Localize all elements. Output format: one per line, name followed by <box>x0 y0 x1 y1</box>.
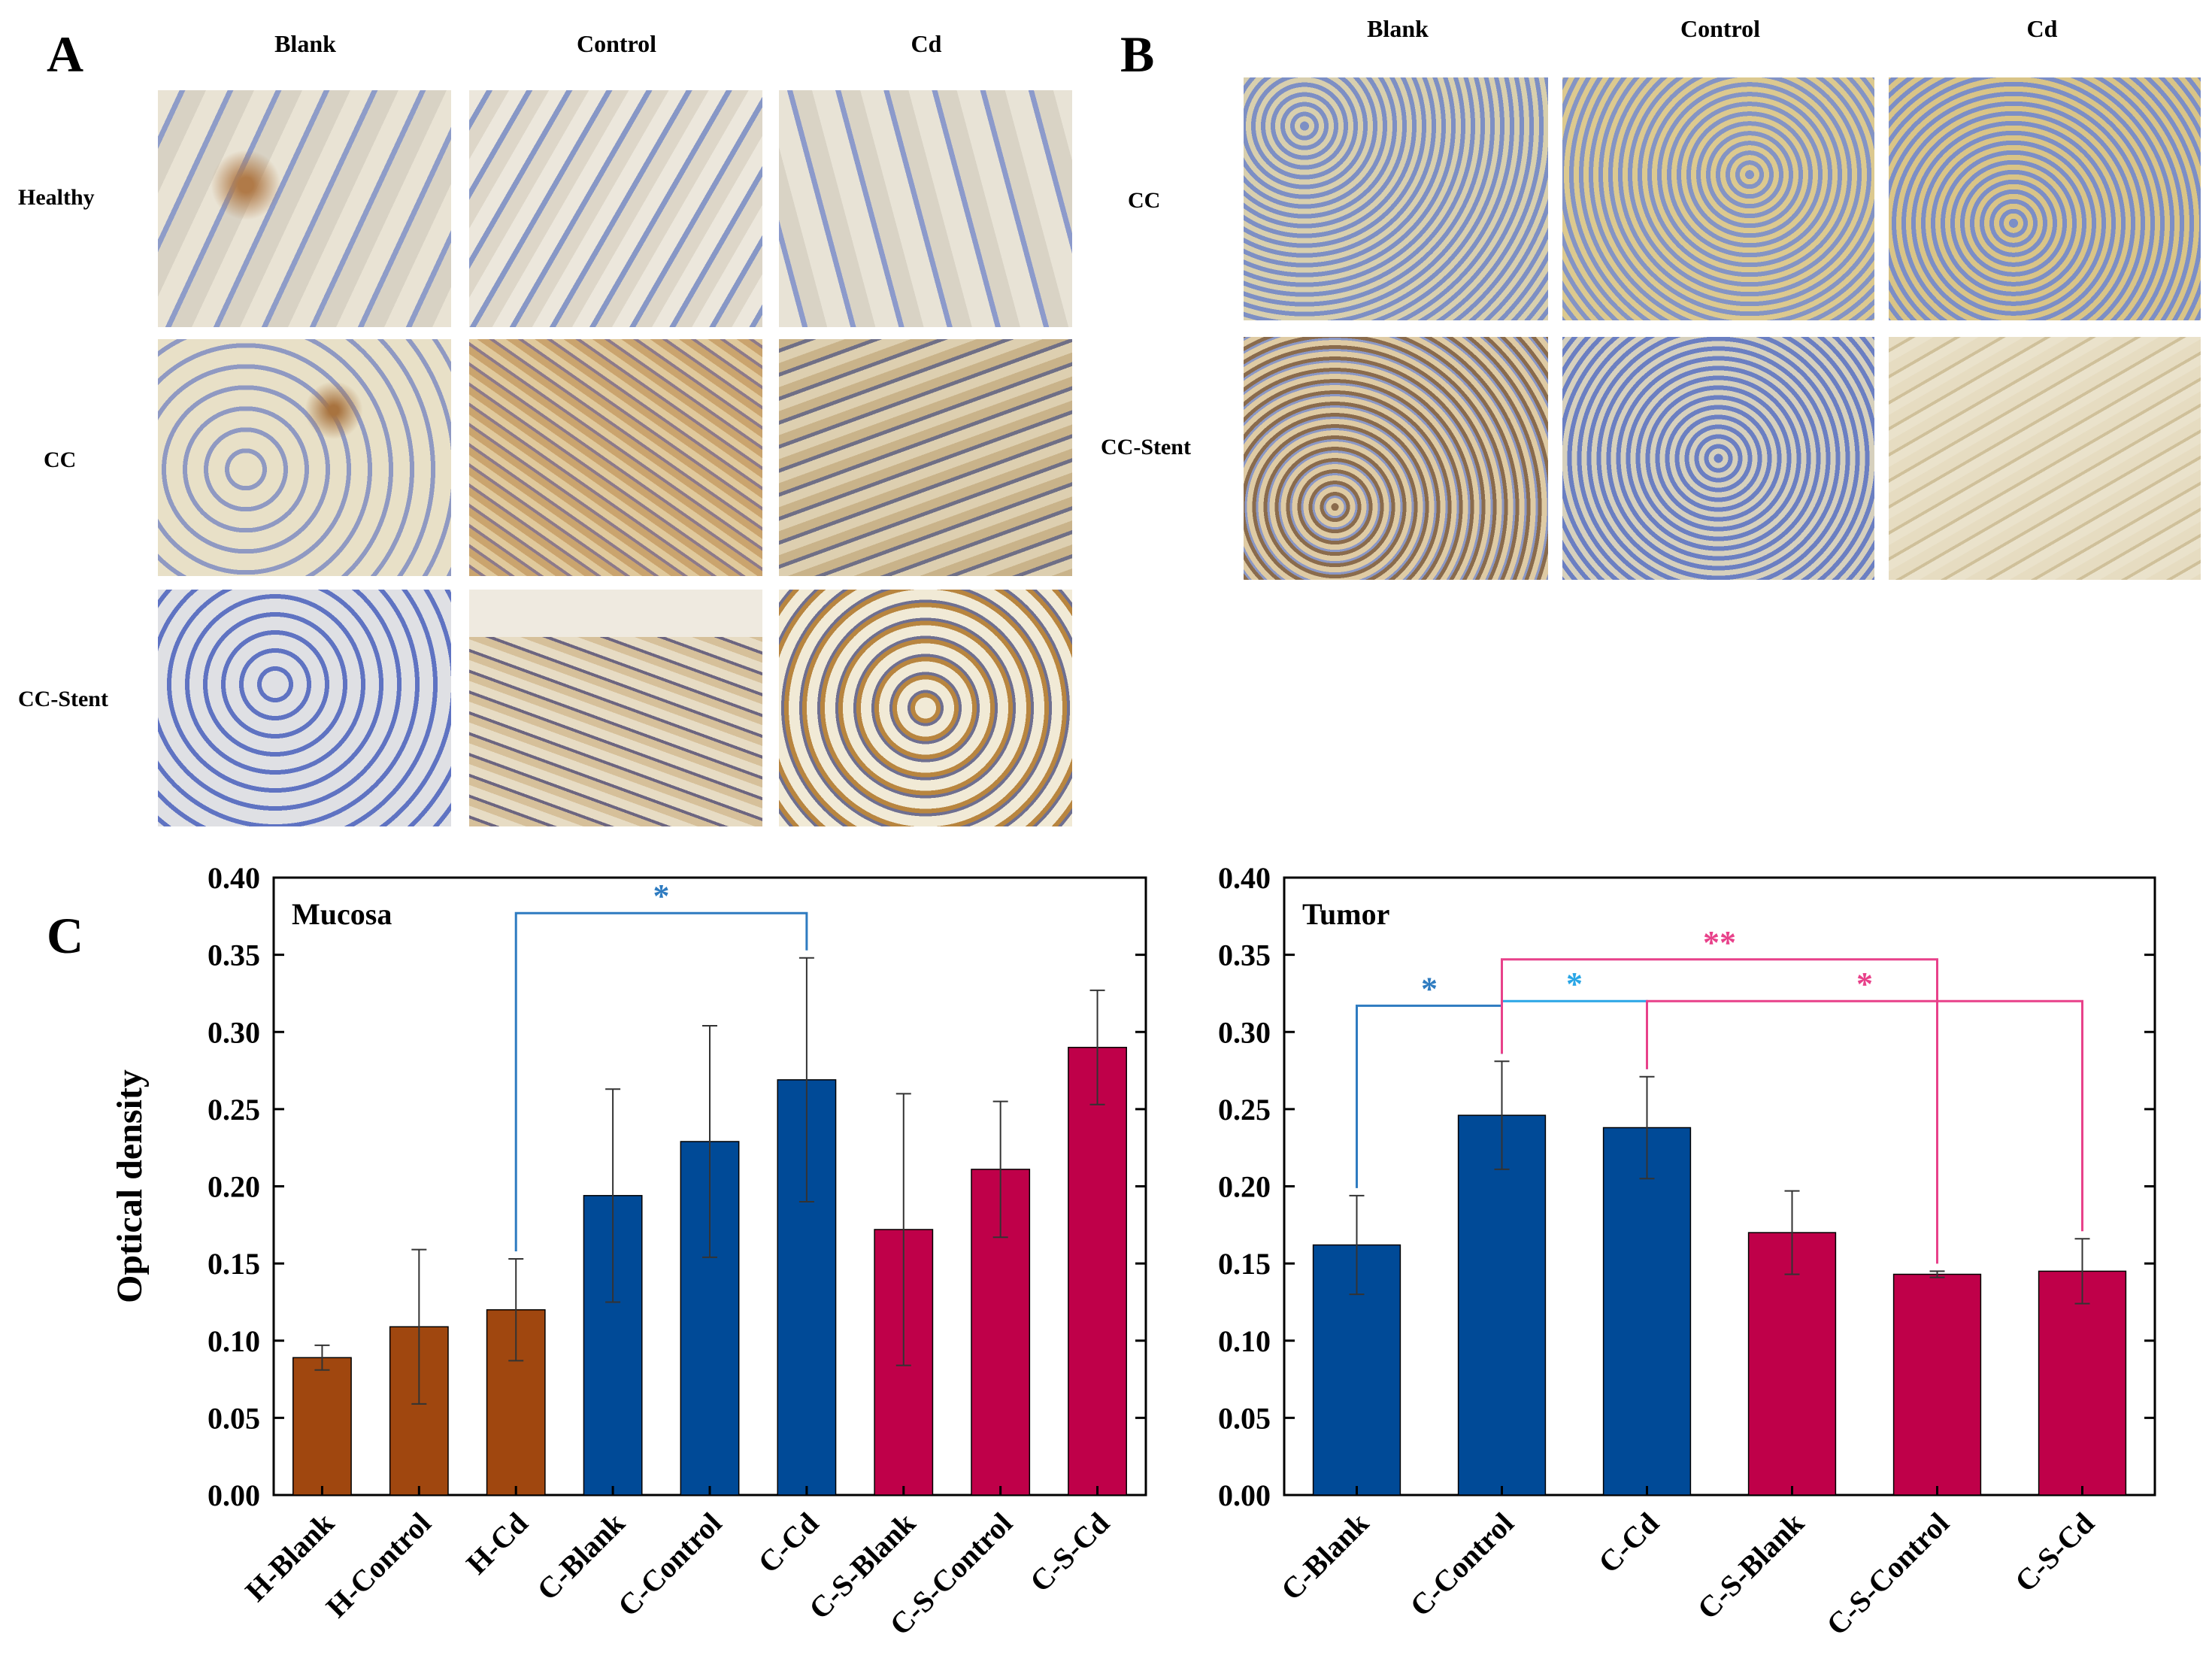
y-tick-label: 0.10 <box>1218 1324 1271 1358</box>
micrograph-b-cc-cd <box>1889 77 2201 320</box>
y-tick-label: 0.20 <box>208 1170 260 1204</box>
micrograph-b-ccstent-cd <box>1889 337 2201 580</box>
tumor-chart: 0.00 0.05 0.10 0.15 0.20 0.25 0.30 0.35 0.40 Tumo… <box>1218 861 2156 1642</box>
micrograph-a-cc-blank <box>158 339 451 576</box>
x-tick-label: C-S-Control <box>1820 1506 1956 1642</box>
x-tick-label: C-Cd <box>751 1506 825 1580</box>
micrograph-b-cc-control <box>1562 77 1874 320</box>
x-tick-label: C-Blank <box>530 1506 632 1607</box>
micrograph-b-cc-blank <box>1244 77 1548 320</box>
chart-title: Tumor <box>1302 897 1389 931</box>
mucosa-chart: 0.00 0.05 0.10 0.15 0.20 0.25 0.30 0.35 0.40 Muco… <box>110 861 1147 1642</box>
y-tick-label: 0.40 <box>208 861 260 895</box>
x-tick-label: C-Blank <box>1274 1506 1376 1607</box>
x-tick-label: C-S-Blank <box>1691 1506 1811 1626</box>
panel-a-col-blank: Blank <box>274 30 336 57</box>
micrograph-a-cc-control <box>469 339 762 576</box>
y-tick-label: 0.05 <box>1218 1401 1271 1435</box>
panel-b-col-cd: Cd <box>2026 15 2058 42</box>
significance-bracket <box>514 911 808 1251</box>
y-tick-label: 0.15 <box>1218 1247 1271 1281</box>
micrograph-a-healthy-cd <box>779 90 1072 327</box>
panel-a-letter: A <box>47 26 84 83</box>
panel-b-col-blank: Blank <box>1367 15 1429 42</box>
significance-bracket <box>1646 999 2083 1232</box>
bar-c-cd <box>1602 1127 1692 1496</box>
significance-label: * <box>653 878 670 914</box>
y-tick-label: 0.00 <box>208 1478 260 1512</box>
panel-a-row-cc-stent: CC-Stent <box>18 687 108 711</box>
panel-b-row-cc: CC <box>1128 188 1161 213</box>
chart-title: Mucosa <box>292 897 392 931</box>
bar-h-blank <box>292 1357 352 1496</box>
x-tick-label: C-S-Cd <box>1023 1506 1116 1599</box>
bar-c-s-cd <box>1068 1047 1127 1496</box>
panel-a-col-control: Control <box>576 30 657 57</box>
x-tick-label: C-Control <box>611 1506 728 1623</box>
significance-label: ** <box>1703 924 1736 961</box>
panel-b-row-cc-stent: CC-Stent <box>1101 435 1191 459</box>
y-tick-label: 0.30 <box>1218 1015 1271 1049</box>
y-tick-label: 0.35 <box>208 939 260 972</box>
y-tick-label: 0.25 <box>1218 1093 1271 1127</box>
y-tick-label: 0.05 <box>208 1401 260 1435</box>
micrograph-b-ccstent-control <box>1562 337 1874 580</box>
micrograph-a-ccstent-control <box>469 590 762 826</box>
y-tick-label: 0.25 <box>208 1093 260 1127</box>
panel-a-row-cc: CC <box>44 447 77 472</box>
x-tick-label: H-Cd <box>459 1506 534 1581</box>
x-tick-label: H-Blank <box>238 1506 341 1608</box>
significance-label: * <box>1566 966 1583 1002</box>
y-tick-label: 0.15 <box>208 1247 260 1281</box>
y-tick-label: 0.10 <box>208 1324 260 1358</box>
panel-b-col-control: Control <box>1680 15 1761 42</box>
micrograph-a-healthy-control <box>469 90 762 327</box>
significance-bracket <box>1501 999 1648 1069</box>
x-tick-label: C-S-Cd <box>2008 1506 2101 1599</box>
panel-b-letter: B <box>1120 26 1155 83</box>
bar-c-control <box>1457 1114 1547 1496</box>
micrograph-a-healthy-blank <box>158 90 451 327</box>
micrograph-b-ccstent-blank <box>1244 337 1548 580</box>
y-tick-label: 0.40 <box>1218 861 1271 895</box>
y-tick-label: 0.35 <box>1218 939 1271 972</box>
panel-c-letter: C <box>47 907 84 964</box>
y-tick-label: 0.30 <box>208 1015 260 1049</box>
panel-a-row-healthy: Healthy <box>18 185 95 210</box>
x-tick-label: H-Control <box>320 1506 438 1624</box>
bar-c-s-control <box>1892 1273 1982 1496</box>
significance-bracket <box>1501 958 1938 1264</box>
micrograph-a-cc-cd <box>779 339 1072 576</box>
x-tick-label: C-Control <box>1403 1506 1520 1623</box>
y-axis-label: Optical density <box>110 1069 150 1303</box>
micrograph-a-ccstent-blank <box>158 590 451 826</box>
x-tick-label: C-Cd <box>1592 1506 1665 1580</box>
significance-label: * <box>1856 966 1873 1002</box>
panel-a-col-cd: Cd <box>911 30 942 57</box>
significance-label: * <box>1421 970 1438 1007</box>
plot-frame <box>1283 876 2156 1497</box>
micrograph-a-ccstent-cd <box>779 590 1072 826</box>
bar-c-s-blank <box>1747 1232 1837 1496</box>
bar-c-s-cd <box>2038 1270 2127 1496</box>
y-tick-label: 0.00 <box>1218 1478 1271 1512</box>
y-tick-label: 0.20 <box>1218 1170 1271 1204</box>
